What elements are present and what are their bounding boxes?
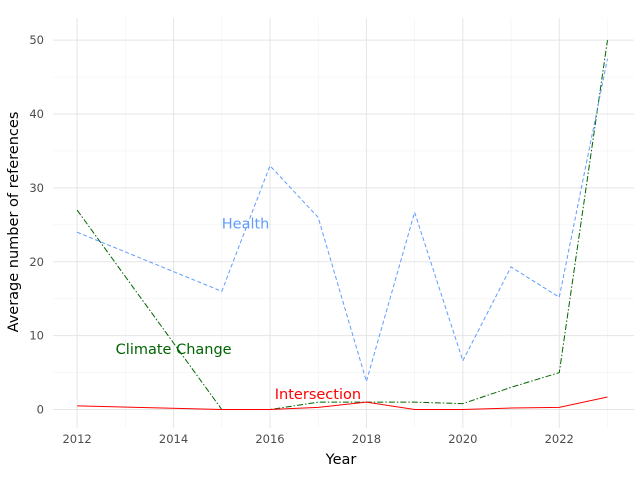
x-tick-label: 2014 [159, 432, 188, 446]
series-labels: Health Climate Change Intersection [116, 216, 361, 403]
x-tick-label: 2016 [255, 432, 284, 446]
y-tick-label: 30 [29, 181, 44, 195]
x-tick-label: 2018 [352, 432, 381, 446]
y-tick-label: 40 [29, 107, 44, 121]
series-line-intersection [77, 396, 608, 411]
x-axis-ticks: 2012 2014 2016 2018 2020 2022 [62, 432, 573, 446]
x-tick-label: 2012 [62, 432, 91, 446]
series-label-intersection: Intersection [275, 387, 361, 403]
series-label-climate-change: Climate Change [116, 342, 232, 358]
y-tick-label: 50 [29, 33, 44, 47]
series-line-health [76, 58, 608, 384]
series-lines [76, 40, 608, 411]
x-axis-title: Year [325, 452, 357, 468]
minor-gridlines [53, 18, 634, 428]
x-tick-label: 2022 [545, 432, 574, 446]
y-tick-label: 10 [29, 329, 44, 343]
major-gridlines [53, 18, 634, 428]
y-axis-title: Average number of references [6, 112, 22, 333]
series-label-health: Health [222, 216, 270, 232]
x-tick-label: 2020 [448, 432, 477, 446]
y-axis-ticks: 0 10 20 30 40 50 [29, 33, 44, 416]
y-tick-label: 20 [29, 255, 44, 269]
y-tick-label: 0 [37, 403, 44, 417]
